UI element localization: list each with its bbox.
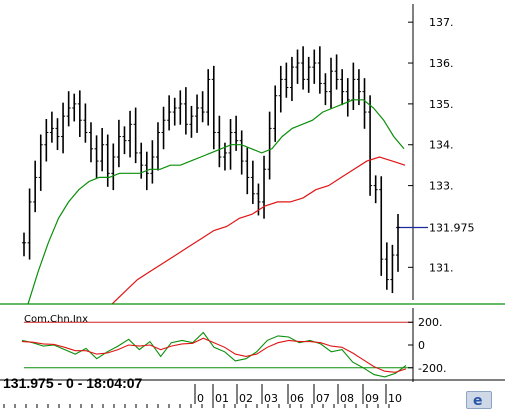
- x-tick-label: 10: [388, 392, 402, 405]
- indicator-panel: 200. 0 -200. Com.Chn.Inx: [0, 303, 505, 382]
- price-bars: [22, 46, 400, 294]
- price-tick-label: 137.: [429, 16, 454, 29]
- x-axis: 0 01 02 03 06 07 08 09 10: [0, 379, 505, 408]
- moving-average-green: [27, 99, 405, 305]
- price-tick-label: 134.: [429, 139, 454, 152]
- x-tick-label: 03: [264, 392, 278, 405]
- indicator-label: Com.Chn.Inx: [24, 314, 88, 325]
- price-tick-label: 133.: [429, 180, 454, 193]
- price-tick-label: 131.975: [429, 221, 475, 234]
- x-tick-label: 07: [316, 392, 330, 405]
- price-tick-label: 136.: [429, 57, 454, 70]
- indicator-tick-label: 200.: [418, 316, 443, 329]
- e-logo-icon: e: [473, 393, 483, 409]
- x-tick-label: 09: [365, 392, 379, 405]
- indicator-tick-label: 0: [418, 339, 425, 352]
- price-axis: 137. 136. 135. 134. 133. 131.975 131.: [396, 4, 475, 300]
- x-tick-label: 01: [215, 392, 229, 405]
- x-tick-label: 08: [340, 392, 354, 405]
- status-readout: 131.975 - 0 - 18:04:07: [3, 375, 143, 391]
- oscillator-line: [21, 331, 407, 378]
- x-tick-label: 02: [239, 392, 253, 405]
- x-tick-label: 0: [197, 392, 204, 405]
- price-tick-label: 135.: [429, 98, 454, 111]
- nav-button[interactable]: e: [466, 391, 492, 409]
- signal-line: [21, 337, 407, 373]
- price-tick-label: 131.: [429, 261, 454, 274]
- indicator-tick-label: -200.: [418, 362, 446, 375]
- moving-average-red: [111, 156, 406, 305]
- x-tick-label: 06: [290, 392, 304, 405]
- moving-averages: [27, 99, 406, 305]
